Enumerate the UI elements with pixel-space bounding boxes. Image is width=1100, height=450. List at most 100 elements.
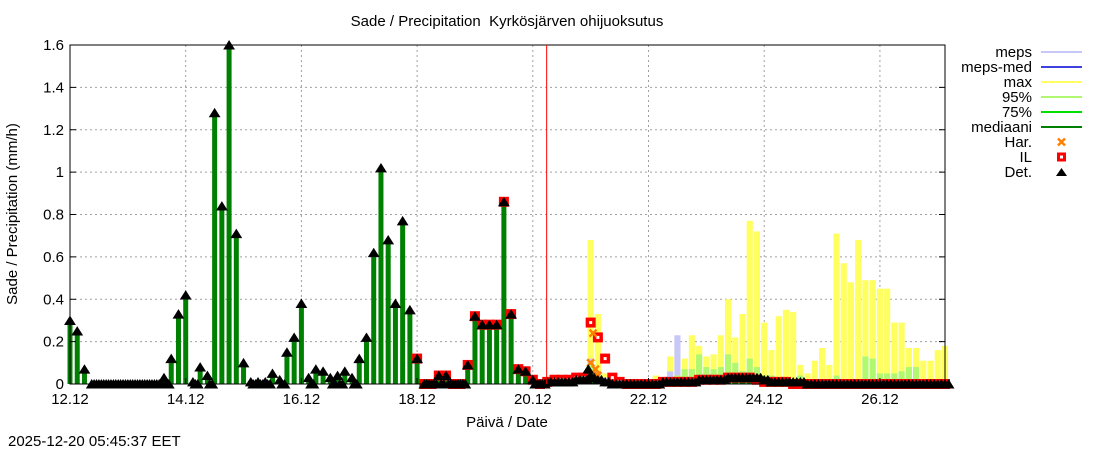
forecast-max-bar: [891, 322, 898, 384]
observed-bar: [233, 233, 239, 384]
forecast-p95-bar: [862, 356, 869, 384]
forecast-max-bar: [833, 233, 840, 384]
y-tick-label: 1: [56, 164, 64, 181]
forecast-max-bar: [739, 314, 746, 384]
axes: 0 0.2 0.4 0.6 0.8 1 1.2 1.4 1.6 12.12 14.12 16.12 18…: [43, 37, 946, 408]
legend-swatch-har: [1057, 137, 1066, 147]
forecast-p95-bar: [696, 354, 703, 384]
observed-bar: [197, 367, 203, 384]
observed-bar: [183, 295, 189, 384]
observed-bar: [371, 252, 377, 384]
det-marker: [338, 366, 351, 376]
det-marker: [237, 357, 250, 368]
observed-bar: [269, 373, 275, 384]
observed-bar: [508, 314, 514, 384]
x-tick-label: 26.12: [861, 391, 899, 408]
y-tick-label: 0.8: [43, 207, 64, 224]
forecast-p95-bar: [681, 369, 688, 384]
x-tick-label: 16.12: [283, 391, 321, 408]
forecast-max-bar: [869, 280, 876, 384]
x-tick-label: 22.12: [630, 391, 668, 408]
observed-bar: [342, 371, 348, 384]
observed-bar: [226, 45, 232, 384]
forecast-max-bar: [732, 337, 739, 384]
observed-bar: [407, 309, 413, 384]
det-marker: [266, 368, 279, 378]
x-axis-label: Päivä / Date: [466, 414, 548, 431]
y-tick-label: 1.2: [43, 122, 64, 139]
forecast-max-bar: [847, 282, 855, 384]
forecast-max-bar: [862, 280, 869, 384]
forecast-max-bar: [688, 335, 695, 384]
det-marker: [483, 319, 496, 330]
forecast-p95-bar: [869, 358, 876, 384]
legend-label-p75: 75%: [1002, 104, 1032, 121]
legend-swatch-det: [1056, 168, 1067, 176]
det-marker: [403, 304, 416, 315]
har-marker: [588, 328, 598, 338]
observed-bar: [400, 220, 406, 384]
grid: [70, 45, 945, 384]
forecast-max-bar: [804, 373, 811, 384]
forecast-max-bar: [905, 347, 912, 384]
det-marker: [519, 366, 532, 376]
y-tick-label: 0.2: [43, 334, 64, 351]
y-axis-label: Sade / Precipitation (mm/h): [4, 123, 21, 305]
det-marker: [375, 162, 387, 173]
det-marker: [432, 370, 445, 381]
det-marker: [505, 309, 518, 319]
det-marker: [476, 319, 489, 330]
det-marker: [208, 107, 221, 118]
legend-label-IL: IL: [1019, 149, 1032, 166]
observed-bar: [313, 369, 319, 384]
det-marker: [490, 319, 503, 330]
forecast-p95-bar: [913, 367, 920, 384]
x-tick-label: 20.12: [514, 391, 552, 408]
forecast-max-bar: [826, 364, 833, 384]
forecast-max-bar: [898, 322, 905, 384]
forecast-p95-bar: [884, 373, 891, 384]
det-marker: [396, 215, 409, 226]
det-marker: [309, 364, 322, 374]
forecast-max-bar: [753, 231, 761, 384]
legend-label-meps-med: meps-med: [961, 59, 1032, 76]
det-marker: [317, 366, 330, 376]
observed-bar: [291, 337, 297, 384]
observed-bar: [241, 362, 247, 384]
det-marker: [512, 364, 525, 374]
det-marker: [389, 298, 402, 308]
forecast-max-bar: [790, 311, 797, 384]
legend-label-mediaani: mediaani: [971, 119, 1032, 136]
det-marker: [440, 370, 452, 381]
det-marker: [201, 370, 214, 381]
forecast-p95-bar: [746, 358, 753, 384]
legend-label-Det.: Det.: [1004, 164, 1032, 181]
det-marker: [165, 353, 178, 364]
observed-bar: [212, 112, 218, 385]
det-marker: [353, 353, 366, 364]
forecast-max-bar: [934, 350, 941, 384]
x-tick-label: 24.12: [745, 391, 783, 408]
observed-bar: [74, 331, 80, 384]
forecast-max-bar: [746, 220, 753, 384]
det-marker: [158, 372, 170, 383]
det-marker: [367, 247, 380, 258]
forecast-p95-bar: [724, 354, 732, 384]
plot-frame: [69, 44, 946, 385]
forecast-max-bar: [797, 364, 804, 384]
det-marker: [942, 379, 955, 389]
det-marker: [461, 359, 474, 370]
observed-bar: [479, 324, 485, 384]
forecast-max-bar: [920, 360, 927, 384]
forecast-max-bar: [913, 347, 920, 384]
timestamp: 2025-12-20 05:45:37 EET: [8, 433, 181, 450]
il-marker-dot: [610, 376, 614, 380]
forecast-max-bar: [818, 347, 826, 384]
legend-label-meps: meps: [995, 44, 1032, 61]
observed-bar: [523, 371, 529, 384]
observed-bar: [392, 303, 398, 384]
observed-bar: [385, 239, 391, 384]
observed-bar: [219, 206, 225, 384]
det-marker: [497, 196, 510, 207]
observed-bar: [414, 358, 420, 384]
